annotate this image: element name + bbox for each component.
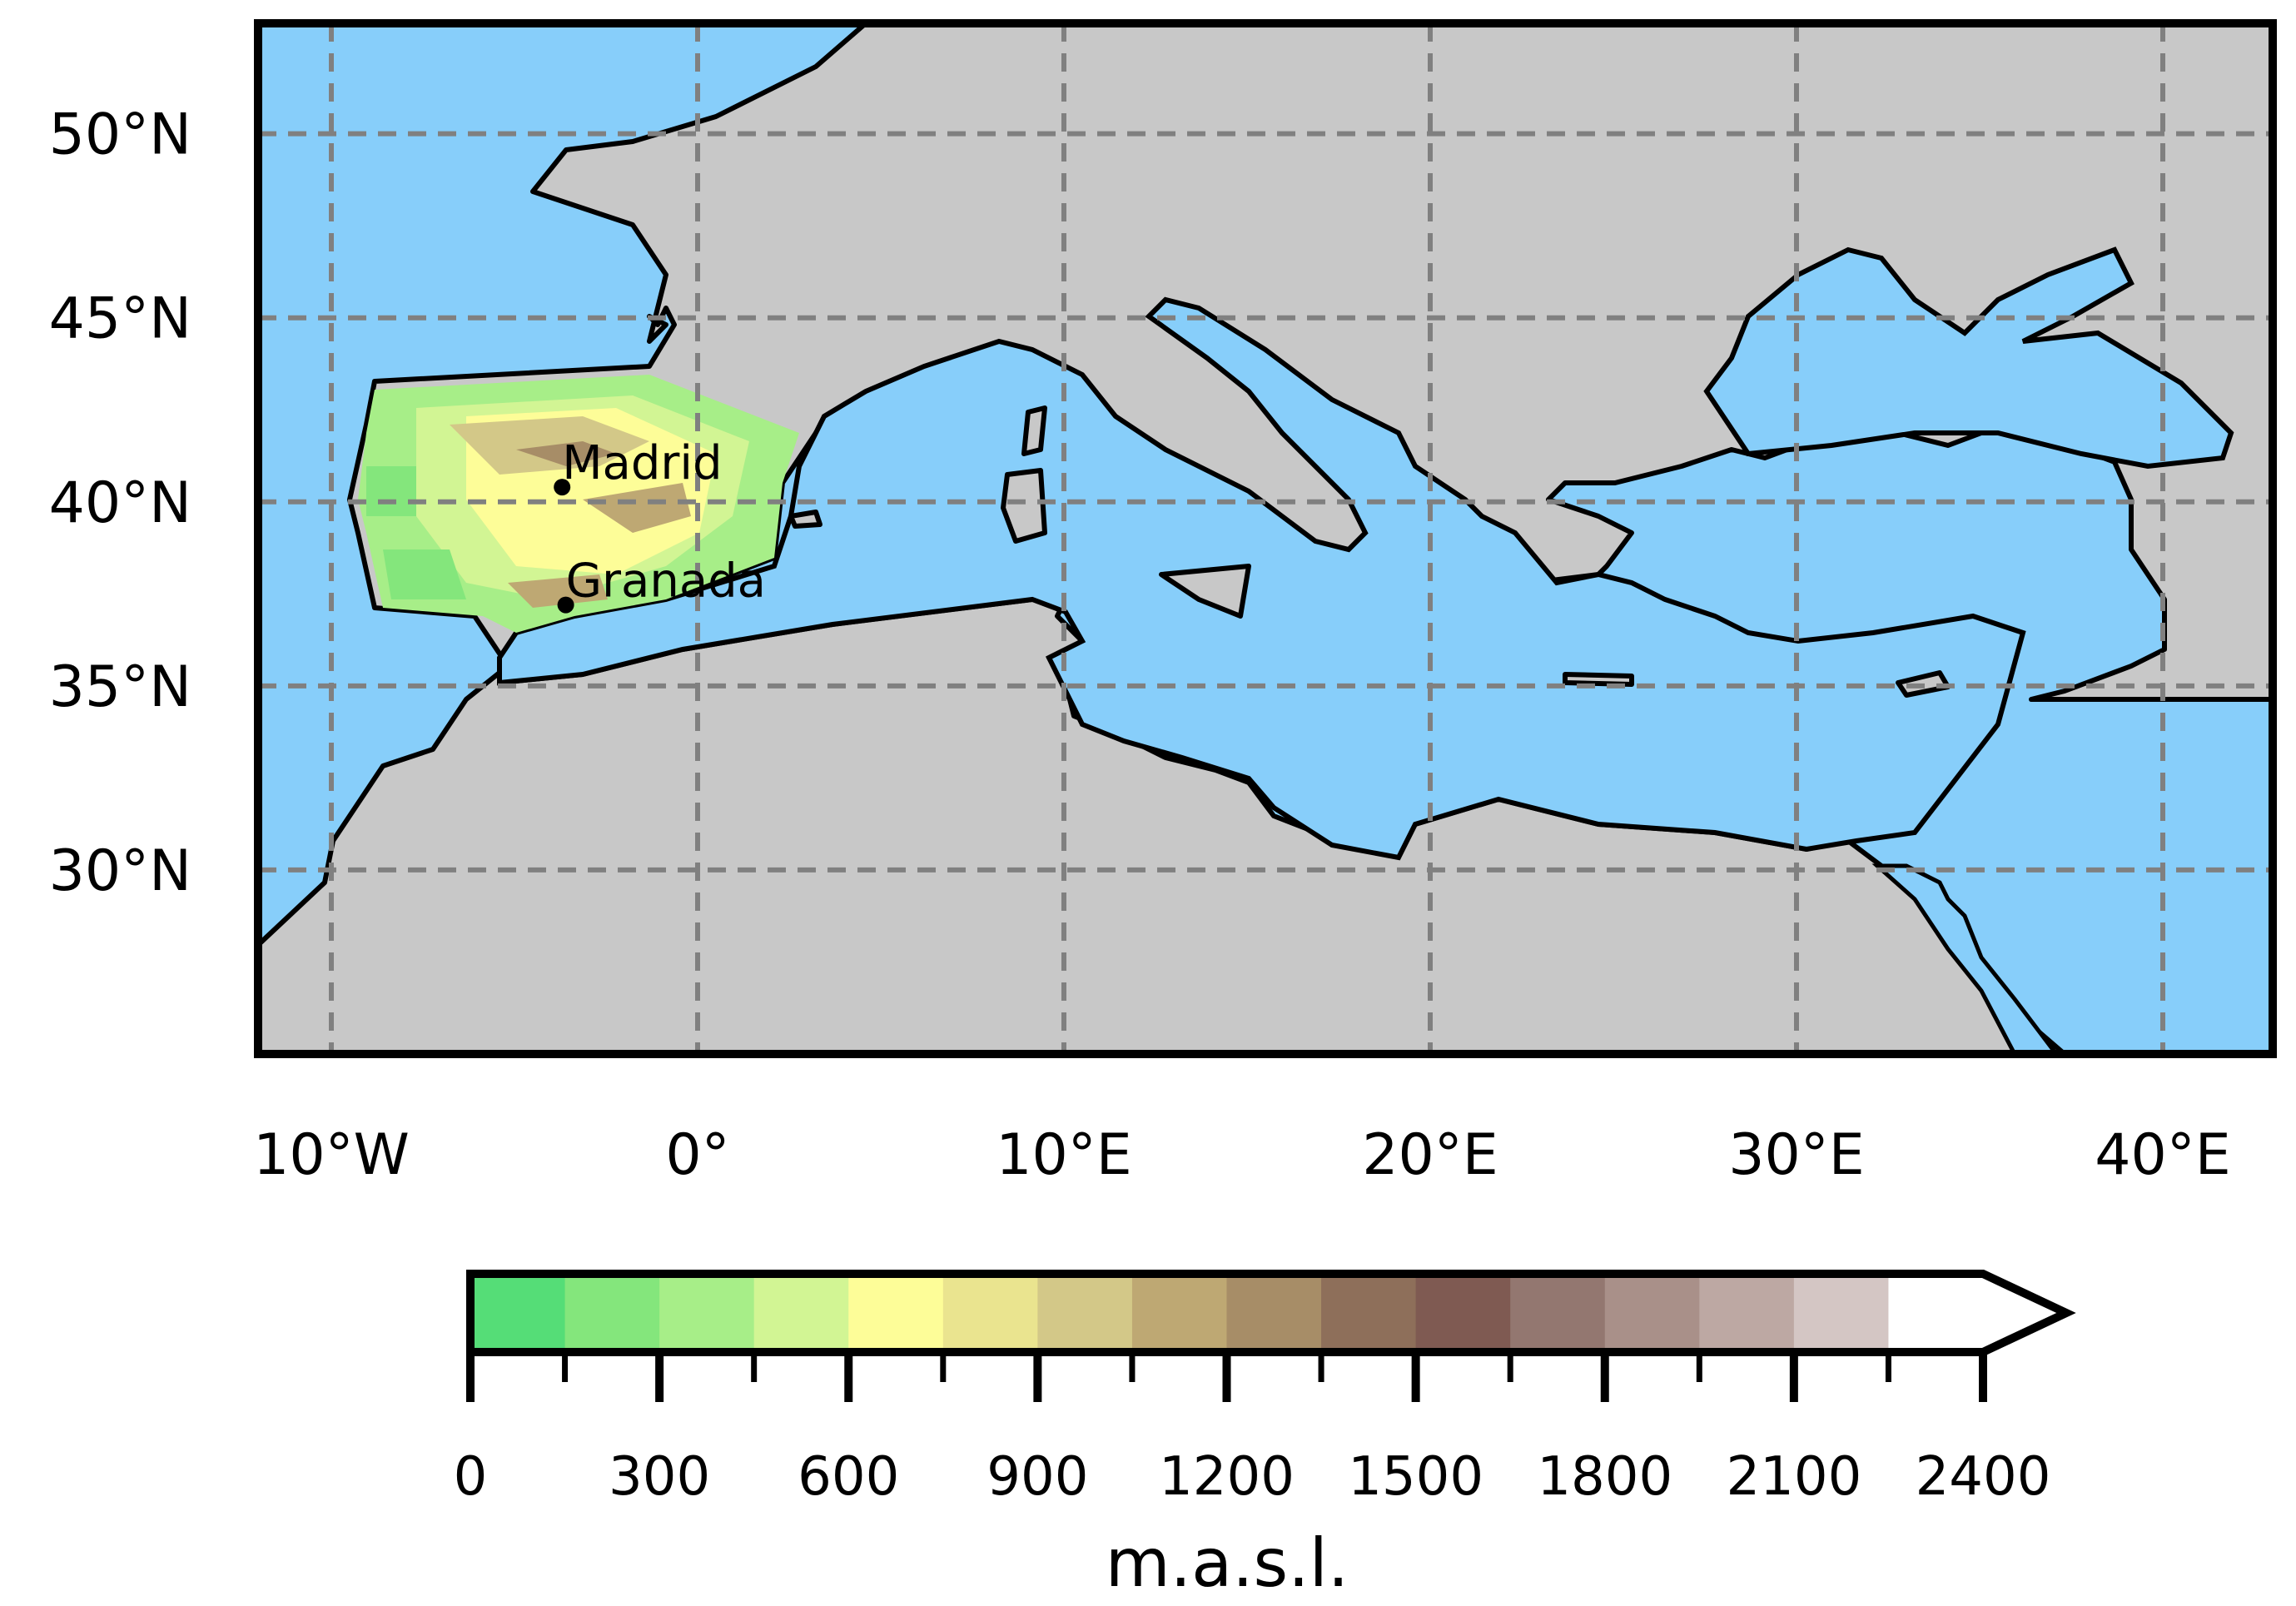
- colorbar-segment: [470, 1274, 566, 1352]
- colorbar-tick-label: 1800: [1537, 1446, 1672, 1508]
- map-frame: [254, 19, 2277, 1058]
- lon-tick-labels: 10°W 0° 10°E 20°E 30°E 40°E: [253, 1122, 2231, 1188]
- colorbar-segment: [1415, 1274, 1511, 1352]
- cities: Madrid Granada: [554, 436, 766, 614]
- colorbar-tick-label: 2400: [1916, 1446, 2051, 1508]
- lon-tick-label: 0°: [665, 1122, 729, 1188]
- colorbar-tick-label: 900: [986, 1446, 1088, 1508]
- colorbar-tick-label: 0: [454, 1446, 488, 1508]
- colorbar-segment: [1604, 1274, 1700, 1352]
- island-sicily: [1159, 564, 1251, 619]
- city-marker-madrid: [554, 479, 571, 496]
- lat-tick-label: 30°N: [49, 838, 191, 904]
- mediterranean-sea: [497, 296, 2026, 861]
- city-marker-granada: [557, 596, 574, 614]
- colorbar-tick-label: 1200: [1159, 1446, 1295, 1508]
- colorbar-segment: [1131, 1274, 1227, 1352]
- lon-tick-label: 30°E: [1728, 1122, 1865, 1188]
- colorbar-extend-arrow: [1983, 1274, 2066, 1352]
- colorbar-tick-label: 1500: [1348, 1446, 1483, 1508]
- lat-tick-label: 50°N: [49, 102, 191, 168]
- colorbar-tick-label: 600: [798, 1446, 899, 1508]
- lat-tick-label: 45°N: [49, 286, 191, 352]
- lat-tick-label: 40°N: [49, 470, 191, 536]
- city-label-madrid: Madrid: [562, 436, 722, 490]
- island-crete: [1563, 672, 1634, 687]
- red-sea: [1871, 863, 2060, 1054]
- island-balearic: [788, 510, 822, 529]
- island-corsica: [1021, 405, 1047, 456]
- lon-tick-label: 10°W: [253, 1122, 410, 1188]
- colorbar-unit-label: m.a.s.l.: [1106, 1524, 1349, 1602]
- map-panel: Madrid Granada: [254, 19, 2277, 1058]
- island-sardinia: [1001, 468, 1047, 544]
- colorbar: 0 300 600 900 1200 1500 1800 2100 2400: [454, 1270, 2076, 1508]
- colorbar-segment: [659, 1274, 755, 1352]
- colorbar-segment: [1321, 1274, 1417, 1352]
- colorbar-segment: [848, 1274, 944, 1352]
- city-label-granada: Granada: [566, 554, 766, 609]
- colorbar-segment: [753, 1274, 849, 1352]
- colorbar-segment: [1699, 1274, 1795, 1352]
- colorbar-segment: [1888, 1274, 1984, 1352]
- colorbar-tick-label: 300: [609, 1446, 710, 1508]
- colorbar-segment: [1226, 1274, 1322, 1352]
- lon-tick-label: 40°E: [2095, 1122, 2231, 1188]
- colorbar-segment: [564, 1274, 660, 1352]
- colorbar-segment: [1510, 1274, 1606, 1352]
- colorbar-segment: [942, 1274, 1038, 1352]
- graticule: [258, 23, 2273, 1054]
- colorbar-tick-label: 2100: [1726, 1446, 1861, 1508]
- lat-tick-label: 35°N: [49, 654, 191, 720]
- black-sea: [1703, 246, 2234, 470]
- lat-tick-labels: 50°N 45°N 40°N 35°N 30°N: [49, 102, 191, 904]
- lon-tick-label: 20°E: [1362, 1122, 1498, 1188]
- iberia-terrain: [358, 375, 799, 633]
- lon-tick-label: 10°E: [996, 1122, 1132, 1188]
- colorbar-segment: [1793, 1274, 1889, 1352]
- colorbar-segment: [1037, 1274, 1133, 1352]
